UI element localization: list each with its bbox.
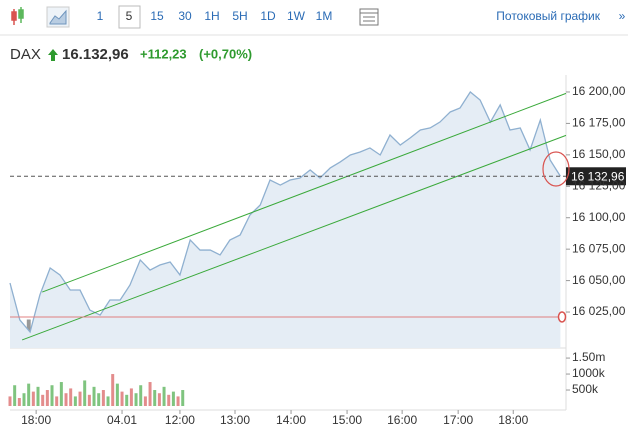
interval-button[interactable]: 15: [150, 9, 164, 23]
quote-header: DAX 16.132,96 +112,23 (+0,70%): [10, 46, 252, 63]
volume-bar: [153, 390, 157, 406]
x-tick-label: 18:00: [21, 413, 51, 427]
volume-bar: [162, 386, 166, 406]
volume-bar: [69, 388, 73, 406]
x-tick-label: 14:00: [276, 413, 306, 427]
area-icon[interactable]: [46, 6, 70, 28]
volume-bar: [50, 385, 54, 406]
more-button[interactable]: »: [619, 9, 626, 23]
volume-bar: [92, 386, 96, 406]
volume-bar: [87, 394, 91, 406]
volume-bar: [148, 382, 152, 406]
y-tick-label: 16 200,00: [572, 84, 626, 98]
volume-bar: [115, 383, 119, 406]
volume-bar: [41, 394, 45, 406]
candles-icon[interactable]: [11, 7, 24, 25]
volume-bar: [106, 396, 110, 406]
volume-bar: [59, 382, 63, 406]
symbol: DAX: [10, 46, 41, 63]
volume-bar: [73, 396, 77, 406]
volume-bar: [120, 391, 124, 406]
volume-bar: [181, 390, 185, 406]
current-price-box: [566, 167, 626, 186]
y-tick-label: 16 050,00: [572, 273, 626, 287]
volume-bar: [101, 390, 105, 406]
trend-line: [42, 92, 567, 293]
volume-bar: [157, 393, 161, 406]
volume-bar: [27, 383, 31, 406]
volume-bar: [13, 385, 17, 406]
change: +112,23: [140, 46, 187, 61]
volume-bar: [176, 396, 180, 406]
volume-bar: [143, 396, 147, 406]
change-pct: (+0,70%): [199, 46, 252, 61]
interval-button[interactable]: 1M: [316, 9, 333, 23]
up-arrow: [48, 49, 58, 61]
volume-bar: [125, 394, 129, 406]
price: 16.132,96: [62, 46, 129, 63]
volume-bar: [17, 398, 21, 406]
y-tick-label: 16 150,00: [572, 147, 626, 161]
volume-bar: [36, 386, 40, 406]
area-fill: [10, 91, 561, 349]
volume-tick-label: 500k: [572, 382, 599, 396]
volume-bar: [129, 388, 133, 406]
volume-bar: [97, 393, 101, 406]
volume-tick-label: 1000k: [572, 366, 606, 380]
interval-button[interactable]: 1D: [260, 9, 276, 23]
volume-bar: [31, 391, 35, 406]
annotation-circle: [542, 151, 570, 187]
x-tick-label: 18:00: [498, 413, 528, 427]
volume-bar: [78, 391, 82, 406]
streaming-link[interactable]: Потоковый график: [496, 9, 600, 23]
y-tick-label: 16 100,00: [572, 210, 626, 224]
y-tick-label: 16 175,00: [572, 116, 626, 130]
x-tick-label: 13:00: [220, 413, 250, 427]
prev-close-marker: [557, 311, 567, 323]
volume-bar: [22, 393, 26, 406]
x-tick-label: 04.01: [107, 413, 137, 427]
interval-button[interactable]: 1W: [287, 9, 306, 23]
interval-button[interactable]: 1: [97, 9, 104, 23]
trend-line: [21, 134, 567, 341]
volume-bar: [64, 393, 68, 406]
volume-bar: [55, 396, 59, 406]
volume-bar: [139, 385, 143, 406]
volume-bar: [167, 394, 171, 406]
table-icon[interactable]: [359, 8, 379, 26]
y-tick-label: 16 125,00: [572, 178, 626, 192]
x-tick-label: 17:00: [443, 413, 473, 427]
volume-tick-label: 1.50m: [572, 350, 605, 364]
interval-button[interactable]: 5: [126, 9, 133, 23]
volume-bar: [134, 393, 138, 406]
volume-bar: [111, 374, 115, 406]
interval-button[interactable]: 30: [178, 9, 192, 23]
y-tick-label: 16 025,00: [572, 304, 626, 318]
x-tick-label: 16:00: [387, 413, 417, 427]
x-tick-label: 15:00: [332, 413, 362, 427]
x-tick-label: 12:00: [165, 413, 195, 427]
volume-bar: [45, 390, 49, 406]
interval-button[interactable]: 1H: [204, 9, 219, 23]
current-price-label: 16 132,96: [571, 169, 625, 183]
selected-interval-box: [118, 5, 141, 29]
price-line: [9, 91, 561, 334]
volume-bar: [83, 380, 87, 406]
volume-bar: [171, 391, 175, 406]
y-tick-label: 16 075,00: [572, 241, 626, 255]
toolbar: Потоковый график »: [0, 5, 628, 36]
interval-button[interactable]: 5H: [232, 9, 247, 23]
volume-bar: [8, 396, 12, 406]
